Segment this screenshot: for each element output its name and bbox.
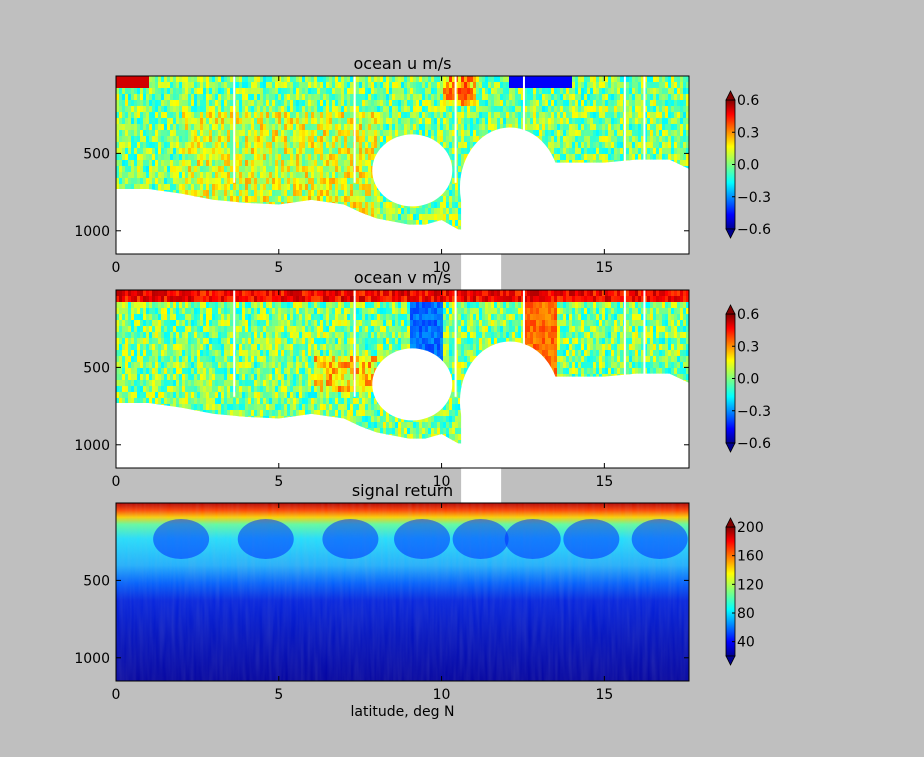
- colorbar-extend-max: [725, 304, 736, 315]
- scattering-layers: [153, 519, 688, 559]
- colorbar-extend-min: [725, 442, 736, 453]
- x-tick-label: 15: [595, 260, 613, 276]
- y-tick-label: 500: [83, 360, 110, 376]
- chart-title: ocean u m/s: [354, 54, 452, 73]
- axes-frame: [115, 75, 690, 255]
- colorbar-extend-max: [725, 90, 736, 101]
- x-tick-label: 5: [274, 474, 283, 490]
- y-tick-label: 500: [83, 573, 110, 589]
- chart-panel-2: ocean v m/s 0 5 10 15 500 1000 0.6 0.3 0.0 −0.3 −0.…: [74, 268, 771, 580]
- colorbar-tick-label: 0.6: [737, 93, 759, 109]
- x-tick-label: 0: [112, 260, 121, 276]
- chart-title: signal return: [352, 481, 453, 500]
- colorbar-tick-label: 0.6: [737, 307, 759, 323]
- x-tick-label: 0: [112, 474, 121, 490]
- colorbar-tick-label: 0.0: [737, 158, 759, 174]
- x-axis-label: latitude, deg N: [351, 704, 455, 720]
- colorbar: 0.6 0.3 0.0 −0.3 −0.6: [725, 90, 771, 239]
- colorbar: 200 160 120 80 40: [725, 517, 764, 666]
- y-tick-label: 1000: [74, 438, 110, 454]
- colorbar-tick-label: −0.3: [737, 404, 771, 420]
- heatmap-area: [116, 290, 689, 580]
- axes-frame: [115, 502, 690, 682]
- x-tick-label: 5: [274, 687, 283, 703]
- colorbar-tick-label: 120: [737, 577, 764, 593]
- chart-panel-3: signal return 0 5 10 15 500 1000 latitude, deg …: [74, 481, 763, 720]
- colorbar-extend-max: [725, 517, 736, 528]
- y-tick-label: 500: [83, 146, 110, 162]
- axes-frame: [115, 289, 690, 469]
- x-tick-label: 15: [595, 474, 613, 490]
- colorbar-tick-label: −0.3: [737, 190, 771, 206]
- colorbar-tick-label: 0.3: [737, 125, 759, 141]
- x-tick-label: 5: [274, 260, 283, 276]
- colorbar-tick-label: 0.0: [737, 372, 759, 388]
- chart-panel-1: ocean u m/s 0 5 10 15 500 1000 0.6 0.3 0.0 −0.3 −0.…: [74, 54, 771, 366]
- y-tick-label: 1000: [74, 651, 110, 667]
- colorbar-tick-label: 0.3: [737, 339, 759, 355]
- colorbar-extend-min: [725, 228, 736, 239]
- colorbar-tick-label: 80: [737, 606, 755, 622]
- colorbar-tick-label: 160: [737, 549, 764, 565]
- chart-title: ocean v m/s: [354, 268, 451, 287]
- colorbar-tick-label: −0.6: [737, 436, 771, 452]
- x-tick-label: 10: [433, 260, 451, 276]
- colorbar-tick-label: −0.6: [737, 222, 771, 238]
- colorbar-tick-label: 200: [737, 520, 764, 536]
- y-tick-label: 1000: [74, 224, 110, 240]
- x-tick-label: 10: [433, 687, 451, 703]
- colorbar-gradient: [725, 526, 736, 657]
- heatmap-area: [116, 503, 689, 681]
- data-gaps: [233, 290, 646, 580]
- heatmap-area: [116, 76, 689, 366]
- colorbar-tick-label: 40: [737, 635, 755, 651]
- colorbar: 0.6 0.3 0.0 −0.3 −0.6: [725, 304, 771, 453]
- x-tick-label: 0: [112, 687, 121, 703]
- x-tick-label: 15: [595, 687, 613, 703]
- x-tick-label: 10: [433, 474, 451, 490]
- colorbar-extend-min: [725, 655, 736, 666]
